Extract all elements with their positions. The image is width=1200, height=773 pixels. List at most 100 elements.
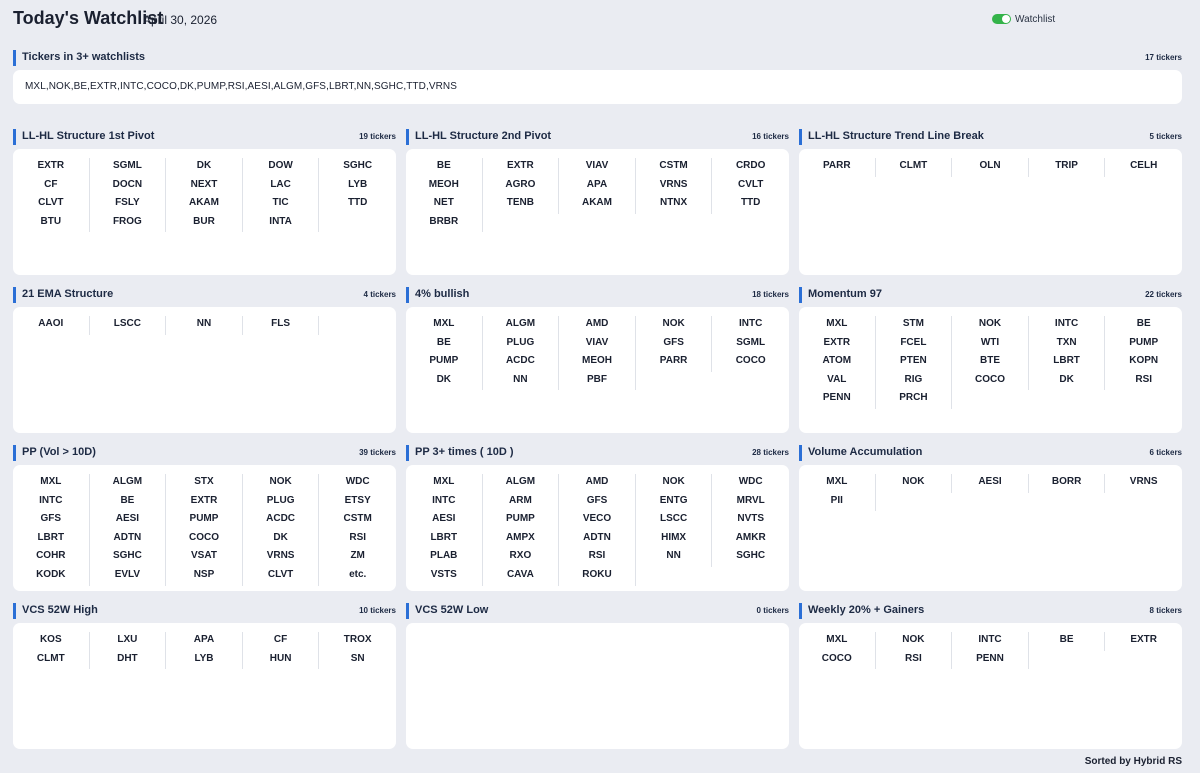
ticker-cell[interactable]: WDC [738,476,763,487]
ticker-cell[interactable]: ENTG [636,492,713,512]
ticker-cell[interactable]: AMPX [483,529,560,549]
ticker-cell[interactable]: DK [1029,371,1106,391]
ticker-cell[interactable]: PUMP [1129,336,1159,348]
ticker-cell[interactable]: EXTR [799,334,876,354]
ticker-cell[interactable]: VSTS [406,566,483,586]
ticker-cell[interactable]: GFS [559,492,636,512]
ticker-cell[interactable]: RSI [876,650,953,670]
ticker-cell[interactable]: CELH [1130,160,1158,171]
ticker-cell[interactable]: VAL [799,371,876,391]
ticker-cell[interactable]: BTE [952,353,1029,372]
ticker-cell[interactable]: AGRO [483,176,560,196]
ticker-cell[interactable]: PARR [636,353,713,372]
ticker-cell[interactable]: NOK [876,474,953,493]
ticker-cell[interactable]: HIMX [636,529,713,549]
ticker-cell[interactable]: INTC [952,632,1029,651]
ticker-cell[interactable]: CLMT [13,650,90,670]
ticker-cell[interactable]: EXTR [166,492,243,512]
ticker-cell[interactable]: NOK [952,316,1029,335]
ticker-cell[interactable]: LSCC [636,511,713,530]
ticker-cell[interactable]: INTC [1029,316,1106,335]
ticker-cell[interactable]: COCO [166,529,243,549]
ticker-cell[interactable]: LYB [348,178,368,190]
ticker-cell[interactable]: SN [350,652,365,664]
ticker-cell[interactable]: COCO [735,355,766,367]
ticker-cell[interactable]: ATOM [799,353,876,372]
ticker-cell[interactable]: PRCH [876,390,953,409]
ticker-cell[interactable]: PENN [952,650,1029,670]
ticker-cell[interactable]: COCO [952,371,1029,391]
ticker-cell[interactable]: MRVL [736,494,765,506]
ticker-cell[interactable]: TXN [1029,334,1106,354]
ticker-cell[interactable]: etc. [349,568,367,580]
ticker-cell[interactable]: TIC [243,195,320,214]
ticker-cell[interactable]: NEXT [166,176,243,196]
ticker-cell[interactable]: BE [1029,632,1106,651]
ticker-cell[interactable]: ADTN [90,529,167,549]
ticker-cell[interactable]: MXL [13,474,90,493]
ticker-cell[interactable]: PII [799,492,876,512]
ticker-cell[interactable]: NOK [636,474,713,493]
ticker-cell[interactable]: VRNS [636,176,713,196]
ticker-cell[interactable]: DOCN [90,176,167,196]
ticker-cell[interactable]: MXL [799,316,876,335]
ticker-cell[interactable]: RSI [349,531,367,543]
ticker-cell[interactable]: CSTM [636,158,713,177]
ticker-cell[interactable]: CF [243,632,320,651]
ticker-cell[interactable]: LXU [90,632,167,651]
ticker-cell[interactable]: ROKU [559,566,636,586]
ticker-cell[interactable]: MEOH [559,353,636,372]
ticker-cell[interactable]: BE [1136,318,1151,329]
ticker-cell[interactable]: ALGM [483,474,560,493]
ticker-cell[interactable]: FLS [243,316,320,335]
ticker-cell[interactable]: EXTR [1130,634,1158,645]
ticker-cell[interactable]: COCO [799,650,876,670]
ticker-cell[interactable]: CF [13,176,90,196]
ticker-cell[interactable]: EXTR [13,158,90,177]
ticker-cell[interactable]: BE [406,334,483,354]
ticker-cell[interactable]: PUMP [483,511,560,530]
ticker-cell[interactable]: VECO [559,511,636,530]
ticker-cell[interactable]: SGHC [736,550,766,562]
ticker-cell[interactable]: NN [636,548,713,567]
ticker-cell[interactable]: INTC [739,318,763,329]
ticker-cell[interactable]: AMKR [735,531,766,543]
ticker-cell[interactable]: WTI [952,334,1029,354]
ticker-cell[interactable]: MEOH [406,176,483,196]
ticker-cell[interactable]: PUMP [166,511,243,530]
ticker-cell[interactable]: VSAT [166,548,243,567]
ticker-cell[interactable]: KOPN [1129,355,1159,367]
ticker-cell[interactable]: VRNS [1129,476,1158,487]
ticker-cell[interactable]: CAVA [483,566,560,586]
ticker-cell[interactable]: INTC [13,492,90,512]
ticker-cell[interactable]: CVLT [738,178,764,190]
ticker-cell[interactable]: ADTN [559,529,636,549]
ticker-cell[interactable]: SGML [736,336,766,348]
watchlist-toggle-switch[interactable] [992,14,1011,24]
ticker-cell[interactable]: PENN [799,390,876,409]
ticker-cell[interactable]: LBRT [406,529,483,549]
ticker-cell[interactable]: AESI [406,511,483,530]
watchlist-toggle-control[interactable]: Watchlist [992,12,1055,26]
ticker-cell[interactable]: TENB [483,195,560,214]
ticker-cell[interactable]: TRIP [1029,158,1106,177]
ticker-cell[interactable]: MXL [799,632,876,651]
ticker-cell[interactable]: PLUG [483,334,560,354]
ticker-cell[interactable]: KOS [13,632,90,651]
ticker-cell[interactable]: BUR [166,213,243,233]
ticker-cell[interactable]: NVTS [737,513,765,525]
ticker-cell[interactable]: BE [90,492,167,512]
ticker-cell[interactable]: PBF [559,371,636,391]
ticker-cell[interactable]: LYB [166,650,243,670]
ticker-cell[interactable]: FROG [90,213,167,233]
ticker-cell[interactable]: VIAV [559,158,636,177]
ticker-cell[interactable]: PLAB [406,548,483,567]
ticker-cell[interactable]: LBRT [13,529,90,549]
ticker-cell[interactable]: SGML [90,158,167,177]
ticker-cell[interactable]: CRDO [735,160,766,171]
ticker-cell[interactable]: BTU [13,213,90,233]
ticker-cell[interactable]: AMD [559,316,636,335]
ticker-cell[interactable]: ALGM [483,316,560,335]
ticker-cell[interactable]: FSLY [90,195,167,214]
ticker-cell[interactable]: NET [406,195,483,214]
